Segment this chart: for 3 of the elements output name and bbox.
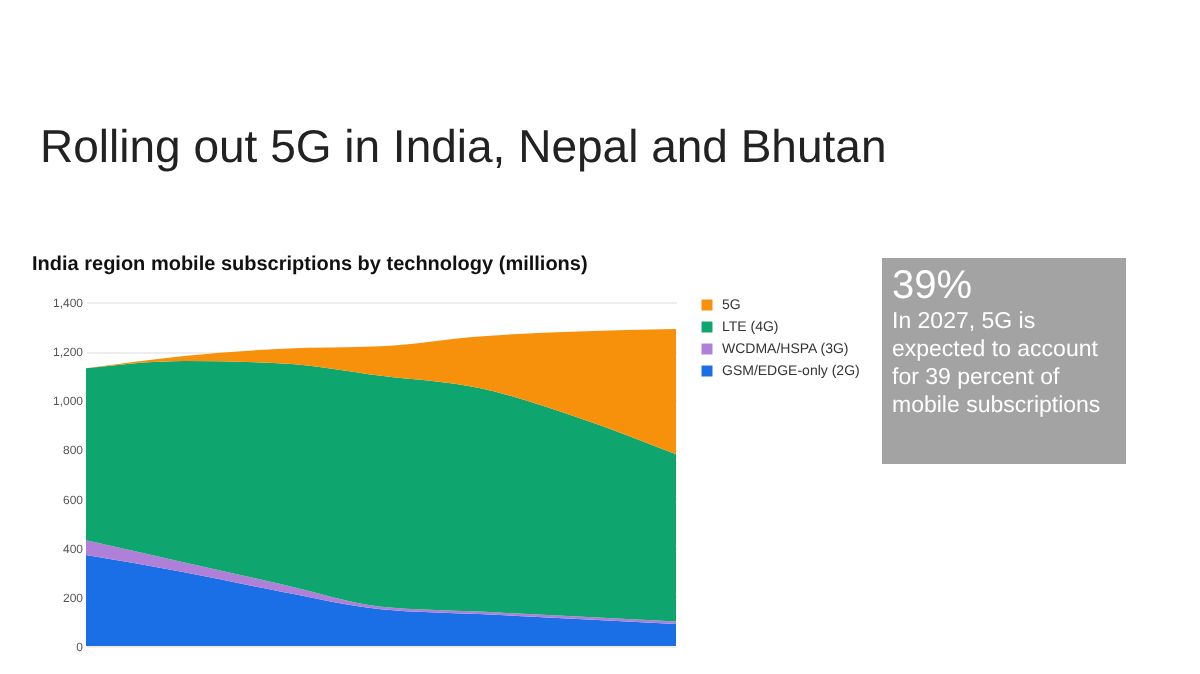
text-card: 39% In 2027, 5G is expected to account for 39 percent of mobile subscriptions <box>882 258 1126 464</box>
chart-subtitle: India region mobile subscriptions by technology (millions) <box>32 254 588 276</box>
chart-title: Rolling out 5G in India, Nepal and Bhutan <box>40 120 887 174</box>
